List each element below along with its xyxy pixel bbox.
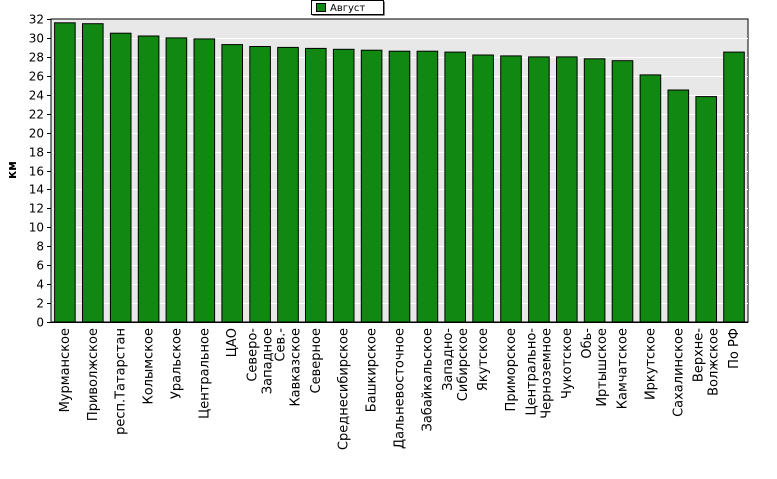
- x-tick-label: Западно-: [441, 328, 456, 391]
- chart-legend: Август: [311, 0, 385, 16]
- y-tick-label: 4: [36, 278, 44, 292]
- x-tick-label: Уральское: [170, 328, 185, 399]
- bar: [305, 47, 327, 323]
- bar: [500, 55, 522, 323]
- x-tick-label: Западное: [261, 328, 276, 394]
- legend-swatch: [316, 3, 326, 12]
- x-tick-label: Приморское: [504, 328, 519, 411]
- x-tick-label: Сев.-: [274, 328, 289, 362]
- bar: [165, 37, 188, 323]
- x-tick-label: Северо-: [246, 328, 261, 382]
- x-tick-label: Верхне-: [692, 328, 707, 382]
- bar: [444, 51, 466, 323]
- y-tick-label: 6: [36, 259, 44, 273]
- y-tick-label: 28: [29, 51, 44, 65]
- y-tick-label: 10: [29, 221, 44, 235]
- legend-label: Август: [330, 3, 365, 14]
- bar-series: [54, 22, 745, 323]
- x-tick-label: Сахалинское: [671, 328, 686, 417]
- bar: [388, 50, 411, 323]
- y-tick-label: 12: [29, 202, 44, 216]
- x-tick-label: Мурманское: [58, 328, 73, 412]
- x-tick-label: Сибирское: [456, 328, 471, 401]
- bar: [472, 54, 494, 323]
- x-tick-label: Иртышское: [595, 328, 610, 407]
- y-tick-label: 0: [36, 316, 44, 330]
- bar: [360, 49, 383, 323]
- y-tick-label: 2: [36, 297, 44, 311]
- x-tick-label: Кавказское: [289, 328, 304, 407]
- bar: [249, 46, 271, 323]
- x-tick-label: Среднесибирское: [337, 328, 352, 450]
- x-tick-label: Чукотское: [560, 328, 575, 399]
- y-tick-label: 24: [29, 89, 44, 103]
- x-tick-label: По РФ: [727, 328, 742, 369]
- bar: [667, 89, 690, 323]
- x-tick-label: Центральное: [197, 328, 212, 419]
- x-tick-label: Забайкальское: [420, 328, 435, 431]
- y-tick-label: 8: [36, 240, 44, 254]
- bar: [137, 35, 160, 323]
- axes: [50, 19, 748, 323]
- x-tick-label: Центрально-: [524, 328, 539, 416]
- bar: [221, 44, 243, 323]
- legend-box: [311, 0, 384, 15]
- x-tick-label: Башкирское: [365, 328, 380, 412]
- x-tick-label: респ.Татарстан: [114, 328, 129, 435]
- bar: [109, 32, 132, 323]
- x-tick-label: Обь-: [580, 328, 595, 359]
- y-tick-label: 22: [29, 108, 44, 122]
- bar: [639, 74, 662, 323]
- bar: [556, 56, 578, 323]
- bar: [695, 96, 718, 323]
- bar: [583, 58, 606, 323]
- x-tick-label: Иркутское: [643, 328, 658, 400]
- bar: [277, 46, 299, 323]
- y-axis-label: км: [5, 161, 19, 179]
- y-tick-label: 20: [29, 127, 44, 141]
- bar: [82, 23, 104, 323]
- x-tick-label: Черноземное: [539, 328, 554, 419]
- x-tick-label: Камчатское: [616, 328, 631, 409]
- x-tick-label: Колымское: [142, 328, 157, 405]
- bar: [332, 48, 355, 323]
- bar: [416, 50, 439, 323]
- y-tick-label: 30: [29, 32, 44, 46]
- x-tick-label: Дальневосточное: [393, 328, 408, 449]
- bar: [723, 51, 745, 323]
- x-tick-label: ЦАО: [225, 328, 240, 357]
- y-tick-label: 26: [29, 70, 44, 84]
- y-tick-label: 16: [29, 165, 44, 179]
- x-tick-label: Якутское: [476, 328, 491, 391]
- x-tick-label: Приволжское: [86, 328, 101, 421]
- y-tick-label: 32: [29, 13, 44, 27]
- y-tick-label: 14: [29, 183, 44, 197]
- bar: [611, 60, 634, 323]
- x-tick-label: Северное: [309, 328, 324, 393]
- bar: [528, 56, 550, 323]
- bar: [54, 22, 76, 323]
- bar: [193, 38, 216, 323]
- x-tick-label: Волжское: [707, 328, 722, 396]
- y-tick-label: 18: [29, 146, 44, 160]
- x-axis-tick-labels: Мурманское Приволжское респ.Татарстан Колым…: [58, 328, 742, 450]
